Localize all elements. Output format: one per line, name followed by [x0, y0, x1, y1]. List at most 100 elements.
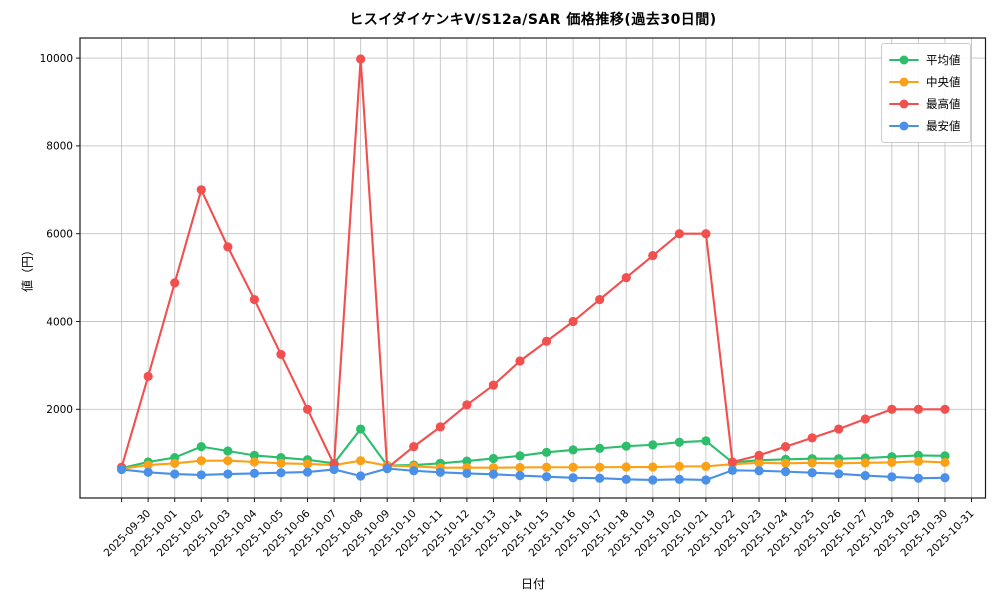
legend-label: 中央値 — [926, 75, 961, 89]
data-point-中央値 — [834, 458, 844, 468]
legend-item: 平均値 — [889, 49, 962, 71]
data-point-最高値 — [515, 356, 525, 366]
data-point-最高値 — [648, 251, 658, 261]
data-point-最安値 — [382, 463, 392, 474]
data-point-中央値 — [276, 458, 286, 468]
data-point-平均値 — [249, 450, 259, 460]
legend-swatch-line — [889, 99, 919, 109]
data-point-最安値 — [648, 475, 658, 485]
data-point-最高値 — [887, 404, 897, 414]
data-point-平均値 — [940, 451, 950, 461]
legend-swatch-line — [889, 121, 919, 131]
data-point-中央値 — [568, 462, 578, 472]
data-point-最安値 — [940, 473, 950, 483]
data-point-平均値 — [568, 445, 578, 455]
data-point-最高値 — [541, 336, 552, 346]
data-point-最高値 — [595, 294, 605, 305]
data-point-最安値 — [754, 466, 764, 476]
data-point-中央値 — [621, 462, 631, 472]
data-point-最安値 — [515, 470, 525, 481]
data-point-最安値 — [834, 469, 844, 479]
data-point-最安値 — [860, 470, 870, 481]
data-point-中央値 — [356, 456, 366, 466]
data-point-最安値 — [913, 473, 924, 483]
legend-item: 最安値 — [889, 115, 962, 137]
data-point-中央値 — [781, 458, 791, 468]
data-point-最高値 — [834, 424, 844, 434]
data-point-最高値 — [435, 422, 445, 432]
data-point-最高値 — [807, 433, 817, 443]
chart-title: ヒスイダイケンキV/S12a/SAR 価格推移(過去30日間) — [349, 12, 717, 28]
data-point-最安値 — [143, 467, 153, 477]
data-point-平均値 — [701, 436, 711, 446]
legend-label: 最安値 — [926, 119, 961, 133]
data-point-最安値 — [462, 468, 472, 478]
data-point-最高値 — [568, 316, 578, 327]
data-point-最高値 — [701, 229, 711, 239]
y-tick-label: 2000 — [46, 404, 73, 416]
data-point-最高値 — [223, 242, 233, 252]
data-point-最高値 — [488, 380, 499, 390]
data-point-最高値 — [727, 457, 738, 467]
data-point-最安値 — [807, 468, 817, 478]
data-point-最高値 — [860, 414, 870, 424]
y-tick-label: 10000 — [40, 53, 73, 65]
data-point-最高値 — [674, 229, 684, 239]
data-point-最安値 — [488, 469, 499, 479]
data-point-最安値 — [781, 467, 791, 477]
legend-label: 平均値 — [926, 53, 961, 67]
data-point-中央値 — [674, 461, 684, 471]
legend-item: 中央値 — [889, 71, 962, 93]
data-point-中央値 — [887, 457, 897, 468]
data-point-最高値 — [196, 185, 206, 195]
legend-label: 最高値 — [926, 97, 961, 111]
data-point-最安値 — [223, 469, 233, 479]
data-point-最安値 — [541, 472, 552, 482]
data-point-最高値 — [462, 400, 472, 410]
data-point-平均値 — [223, 446, 233, 456]
data-point-最高値 — [143, 371, 153, 381]
data-point-最高値 — [249, 294, 259, 305]
data-point-最安値 — [887, 472, 897, 482]
y-tick-label: 4000 — [46, 316, 73, 328]
legend-swatch-dot — [899, 55, 909, 65]
data-point-中央値 — [860, 458, 870, 468]
data-point-中央値 — [249, 457, 259, 467]
data-point-平均値 — [515, 451, 525, 461]
series-line-最高値 — [120, 57, 947, 470]
data-point-中央値 — [170, 458, 180, 468]
data-point-中央値 — [940, 457, 950, 468]
y-axis-label: 値（円） — [20, 243, 35, 293]
data-point-最安値 — [170, 469, 180, 479]
data-point-最高値 — [170, 278, 180, 288]
plot-border — [79, 37, 987, 499]
data-point-中央値 — [223, 456, 233, 466]
data-point-平均値 — [462, 456, 472, 466]
data-point-中央値 — [541, 462, 552, 472]
data-point-平均値 — [196, 442, 206, 452]
data-point-平均値 — [648, 440, 658, 450]
data-point-最安値 — [674, 474, 684, 484]
legend-swatch-dot — [899, 99, 909, 109]
data-point-中央値 — [754, 458, 764, 468]
data-point-最安値 — [435, 467, 445, 477]
data-point-中央値 — [515, 462, 525, 473]
data-point-中央値 — [807, 458, 817, 468]
x-axis-label: 日付 — [520, 577, 545, 591]
data-point-中央値 — [302, 459, 313, 469]
data-point-最高値 — [409, 442, 419, 452]
data-point-最高値 — [302, 404, 313, 414]
data-point-平均値 — [541, 447, 552, 457]
data-point-最高値 — [356, 54, 366, 64]
data-point-最安値 — [621, 474, 631, 484]
y-tick-label: 8000 — [46, 141, 73, 153]
data-point-最高値 — [781, 442, 791, 452]
data-point-最高値 — [913, 404, 924, 414]
data-point-中央値 — [913, 456, 924, 466]
series-line-中央値 — [120, 459, 947, 470]
series-line-最安値 — [120, 467, 947, 482]
data-point-中央値 — [143, 460, 153, 470]
data-point-平均値 — [488, 453, 499, 464]
data-point-平均値 — [356, 424, 366, 434]
legend-swatch-dot — [899, 121, 909, 131]
